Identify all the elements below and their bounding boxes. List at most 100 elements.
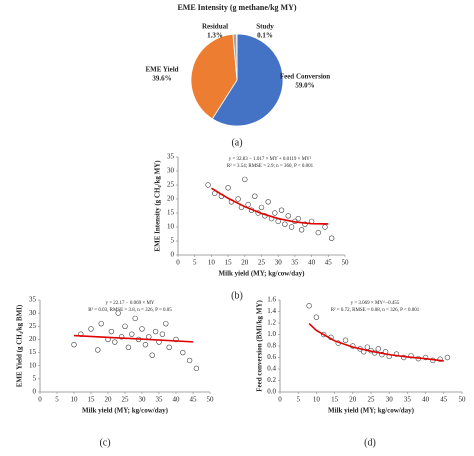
data-point (279, 208, 284, 213)
y-tick-label: 10 (29, 361, 37, 369)
data-point (376, 346, 381, 351)
equation: R² = 0.03, RMSE = 3.8, n = 326, P = 0.05 (88, 307, 172, 313)
x-tick-label: 45 (190, 396, 198, 404)
data-point (187, 358, 192, 363)
data-point (316, 230, 321, 235)
x-tick-label: 20 (349, 396, 357, 404)
x-tick-label: 50 (459, 396, 467, 404)
equation: y = 3.069 × MY^−0.455 (351, 301, 400, 306)
equation: R² = 0.72, RMSE = 0.08, n = 326, P < 0.0… (331, 307, 420, 313)
x-tick-label: 20 (105, 396, 113, 404)
y-tick-label: 0.6 (267, 353, 276, 361)
data-point (282, 222, 287, 227)
y-tick-label: 0 (171, 251, 175, 259)
slice-value: 39.6% (152, 75, 171, 83)
slice-label: Residual (202, 23, 228, 31)
x-tick-label: 35 (291, 259, 299, 267)
data-point (123, 324, 128, 329)
y-tick-label: 20 (167, 195, 175, 203)
x-tick-label: 45 (325, 259, 333, 267)
x-tick-label: 50 (342, 259, 350, 267)
x-tick-label: 30 (386, 396, 394, 404)
data-point (163, 321, 168, 326)
data-point (150, 353, 155, 358)
x-tick-label: 50 (207, 396, 215, 404)
y-tick-label: 20 (29, 335, 37, 343)
caption: (a) (231, 137, 242, 148)
x-tick-label: 15 (88, 396, 96, 404)
slice-value: 0.1% (257, 32, 273, 40)
x-tick-label: 40 (308, 259, 316, 267)
data-point (160, 332, 165, 337)
data-point (194, 366, 199, 371)
x-tick-label: 5 (296, 396, 300, 404)
y-tick-label: 0.4 (267, 365, 276, 373)
equation: y = 22.17 − 0.069 × MY (105, 301, 154, 306)
y-axis-label: Feed conversion (BMI/kg MY) (256, 300, 264, 392)
y-tick-label: 15 (29, 348, 37, 356)
data-point (72, 342, 77, 347)
data-point (272, 211, 277, 216)
y-tick-label: 30 (29, 309, 37, 317)
x-axis-label: Milk yield (MY; kg/cow/day) (328, 407, 415, 415)
data-point (226, 185, 231, 190)
x-tick-label: 10 (313, 396, 321, 404)
y-axis-label: EME Intensity (g CH₄/kg MY) (154, 160, 162, 252)
x-tick-label: 40 (422, 396, 430, 404)
data-point (112, 340, 117, 345)
slice-label: EME Yield (145, 66, 178, 74)
data-point (299, 227, 304, 232)
x-tick-label: 20 (241, 259, 249, 267)
data-point (252, 194, 257, 199)
x-tick-label: 10 (208, 259, 216, 267)
y-tick-label: 1.2 (267, 319, 276, 327)
x-tick-label: 25 (368, 396, 376, 404)
data-point (307, 303, 312, 308)
x-tick-label: 5 (55, 396, 59, 404)
data-point (286, 213, 291, 218)
y-tick-label: 1.4 (267, 307, 276, 315)
data-point (289, 225, 294, 230)
data-point (343, 338, 348, 343)
x-tick-label: 15 (225, 259, 233, 267)
y-tick-label: 0.8 (267, 342, 276, 350)
x-axis-label: Milk yield (MY; kg/cow/day) (82, 407, 169, 415)
data-point (236, 197, 241, 202)
data-point (259, 205, 264, 210)
y-tick-label: 5 (33, 374, 37, 382)
y-tick-label: 0.2 (267, 376, 276, 384)
data-point (126, 345, 131, 350)
caption: (d) (364, 437, 376, 448)
x-tick-label: 25 (258, 259, 266, 267)
equation: R² = 3.54; RMSE = 2.9; n = 360, P < 0.00… (227, 163, 314, 169)
fit-line (211, 188, 328, 224)
x-tick-label: 15 (331, 396, 339, 404)
data-point (133, 316, 138, 321)
y-axis-label: EME Yield (g CH₄/kg BMI) (16, 304, 24, 387)
data-point (140, 327, 145, 332)
data-point (445, 355, 450, 360)
fit-line (309, 324, 444, 361)
data-point (329, 236, 334, 241)
slice-value: 1.3% (207, 32, 223, 40)
y-tick-label: 15 (167, 209, 175, 217)
y-tick-label: 1.6 (267, 296, 276, 304)
caption: (b) (231, 290, 243, 301)
equation: y = 32.83 − 1.017 × MY + 0.0119 × MY² (229, 156, 312, 162)
x-axis-label: Milk yield (MY; kg/cow/day) (219, 270, 306, 278)
x-tick-label: 10 (71, 396, 79, 404)
y-tick-label: 25 (29, 322, 37, 330)
y-tick-label: 0 (33, 388, 37, 396)
slice-label: Study (256, 23, 274, 31)
x-tick-label: 45 (440, 396, 448, 404)
chart-title: EME Intensity (g methane/kg MY) (177, 3, 296, 12)
data-point (206, 183, 211, 188)
y-tick-label: 25 (167, 181, 175, 189)
x-tick-label: 35 (404, 396, 412, 404)
x-tick-label: 30 (139, 396, 147, 404)
x-tick-label: 0 (176, 259, 180, 267)
data-point (129, 332, 134, 337)
y-tick-label: 5 (171, 237, 175, 245)
data-point (246, 202, 251, 207)
